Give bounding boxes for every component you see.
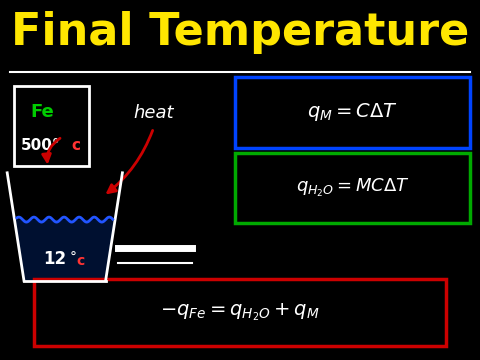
Text: Final Temperature: Final Temperature — [11, 11, 469, 54]
Text: c: c — [76, 254, 85, 268]
FancyBboxPatch shape — [14, 86, 89, 166]
Text: Fe: Fe — [31, 103, 55, 121]
FancyBboxPatch shape — [235, 77, 470, 148]
Text: c: c — [71, 138, 80, 153]
FancyBboxPatch shape — [235, 153, 470, 223]
Text: 500°: 500° — [21, 138, 60, 153]
Text: heat: heat — [133, 104, 174, 122]
Text: $q_{H_2O} = MC\Delta T$: $q_{H_2O} = MC\Delta T$ — [296, 177, 410, 199]
Text: °: ° — [70, 251, 76, 264]
Text: 12: 12 — [44, 250, 67, 268]
Text: $q_M = C\Delta T$: $q_M = C\Delta T$ — [307, 100, 398, 123]
Polygon shape — [14, 220, 115, 281]
Text: $-q_{Fe} = q_{H_2O} + q_M$: $-q_{Fe} = q_{H_2O} + q_M$ — [160, 301, 320, 323]
FancyBboxPatch shape — [34, 279, 446, 346]
